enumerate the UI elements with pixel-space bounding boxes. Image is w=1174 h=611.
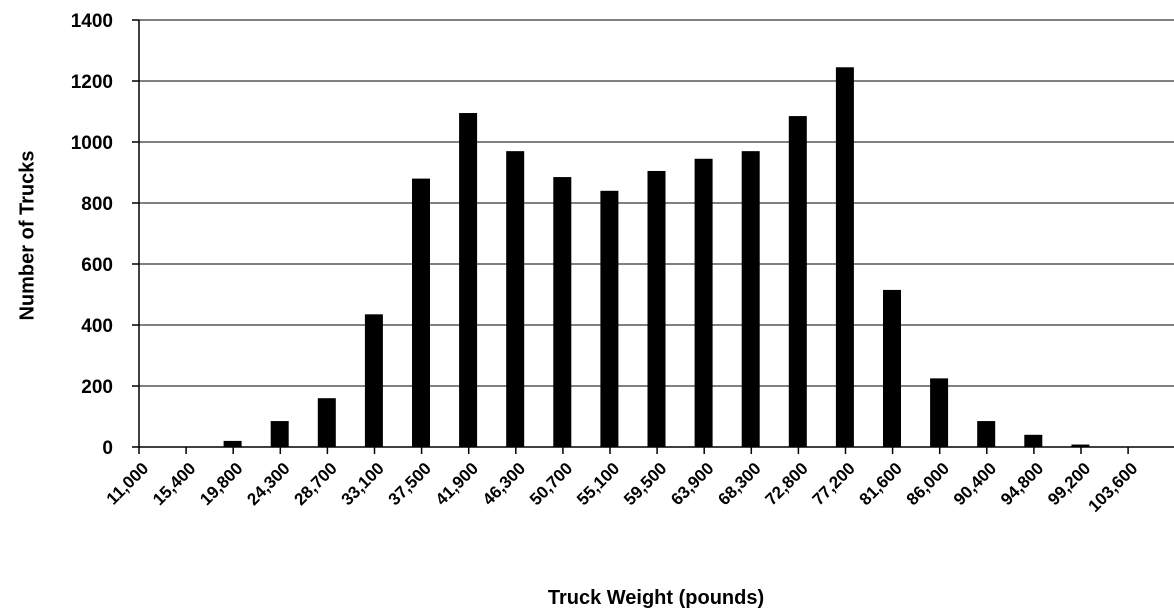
bar-41900	[506, 151, 525, 447]
y-tick-label: 1400	[71, 11, 113, 32]
bar-81600	[930, 378, 949, 447]
bar-59500	[694, 158, 713, 447]
x-tick-labels: 11,00015,40019,80024,30028,70033,10037,5…	[103, 447, 1142, 516]
bar-63900	[741, 151, 760, 447]
x-tick-label: 94,800	[997, 459, 1047, 509]
bar-50700	[600, 190, 619, 448]
x-tick-label: 72,800	[762, 459, 812, 509]
y-tick-label: 400	[81, 316, 113, 337]
y-tick-label: 0	[102, 438, 113, 459]
bar-94800	[1071, 444, 1090, 447]
y-axis-label: Number of Trucks	[16, 150, 38, 320]
y-tick-label: 1200	[71, 72, 113, 93]
bar-86000	[977, 421, 996, 447]
y-tick-label: 200	[81, 377, 113, 398]
x-tick-label: 86,000	[903, 459, 953, 509]
bar-33100	[412, 178, 430, 447]
x-tick-label: 41,900	[432, 459, 482, 509]
x-tick-label: 68,300	[714, 459, 764, 509]
y-tick-label: 800	[81, 194, 113, 215]
x-tick-label: 15,400	[149, 459, 199, 509]
x-tick-label: 24,300	[243, 459, 293, 509]
y-tick-label: 600	[81, 255, 113, 276]
x-tick-label: 77,200	[809, 459, 859, 509]
bar-46300	[553, 177, 572, 447]
x-tick-label: 63,900	[667, 459, 717, 509]
x-tick-label: 28,700	[291, 459, 341, 509]
x-tick-label: 90,400	[950, 459, 1000, 509]
x-tick-label: 19,800	[196, 459, 246, 509]
bar-28700	[364, 314, 383, 447]
x-tick-label: 103,600	[1085, 459, 1142, 516]
y-tick-label: 1000	[71, 133, 113, 154]
bar-24300	[317, 398, 336, 447]
x-tick-label: 81,600	[856, 459, 906, 509]
x-axis-label: Truck Weight (pounds)	[548, 587, 764, 609]
x-tick-label: 59,500	[620, 459, 670, 509]
bar-19800	[270, 421, 289, 447]
bar-55100	[647, 170, 666, 447]
bar-15400	[223, 440, 242, 447]
bar-77200	[883, 289, 901, 447]
x-tick-label: 46,300	[479, 459, 529, 509]
x-tick-label: 55,100	[573, 459, 623, 509]
bar-68300	[788, 116, 807, 447]
x-tick-label: 50,700	[526, 459, 576, 509]
bar-37500	[459, 113, 478, 448]
x-tick-label: 37,500	[385, 459, 435, 509]
bar-72800	[835, 67, 854, 448]
x-tick-label: 11,000	[103, 459, 153, 509]
bar-90400	[1024, 434, 1043, 447]
x-tick-label: 33,100	[338, 459, 388, 509]
y-tick-labels: 0 200 400 600 800 1000 1200 1400	[71, 11, 139, 459]
bars	[223, 67, 1090, 448]
